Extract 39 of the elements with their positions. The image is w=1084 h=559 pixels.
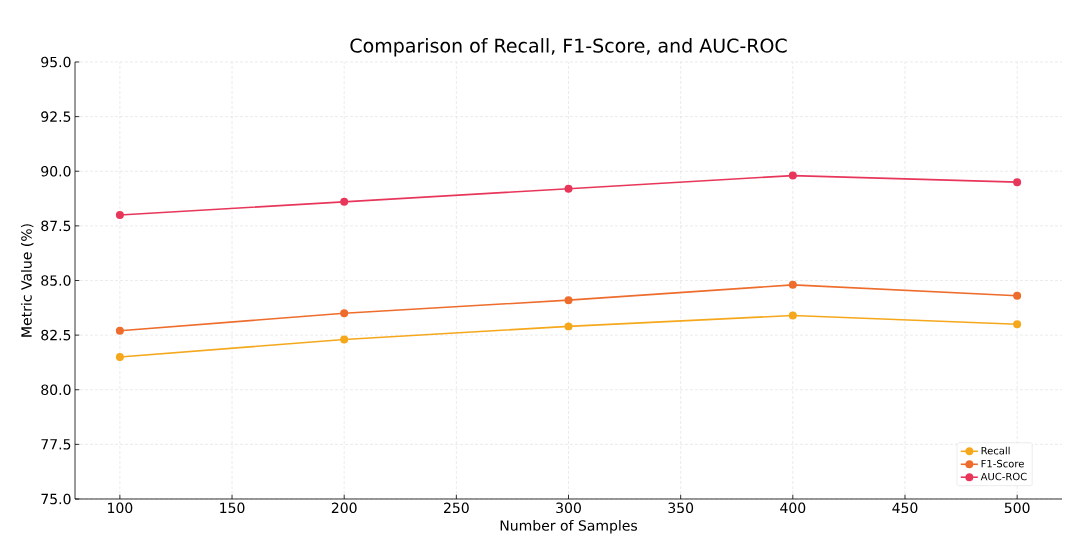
y-tick-label: 77.5 <box>41 439 71 450</box>
x-tick-label: 450 <box>892 502 918 514</box>
point <box>788 280 797 289</box>
point <box>788 311 797 320</box>
y-tick-label: 90.0 <box>41 165 71 177</box>
legend-label: F1-Score <box>981 459 1024 468</box>
point <box>1013 178 1022 187</box>
point <box>340 309 349 318</box>
x-tick-label: 200 <box>331 502 357 514</box>
point <box>564 296 573 305</box>
point <box>788 171 797 180</box>
point <box>115 326 124 335</box>
point <box>340 197 349 206</box>
point <box>564 184 573 193</box>
x-tick-label: 350 <box>668 502 694 514</box>
x-tick-label: 250 <box>444 502 469 514</box>
y-tick-label: 85.0 <box>41 275 71 286</box>
legend-label: Recall <box>981 446 1010 455</box>
chart-title: Comparison of Recall, F1-Score, and AUC-ROC <box>350 38 787 57</box>
x-tick-label: 500 <box>1004 502 1030 514</box>
y-tick-label: 87.5 <box>41 220 71 232</box>
x-tick-label: 300 <box>556 502 581 514</box>
point <box>115 210 124 219</box>
y-tick-label: 80.0 <box>41 384 71 396</box>
x-tick-label: 100 <box>108 502 133 514</box>
y-axis-title: Metric Value (%) <box>20 224 34 337</box>
y-tick-label: 92.5 <box>41 111 71 122</box>
legend-label: AUC-ROC <box>980 472 1027 481</box>
x-axis-title: Number of Samples <box>500 519 638 534</box>
point <box>564 322 573 331</box>
point <box>340 335 349 344</box>
x-tick-label: 150 <box>220 502 245 514</box>
point <box>115 352 124 361</box>
x-tick-label: 400 <box>780 502 806 514</box>
y-tick-label: 75.0 <box>41 493 71 505</box>
point <box>1013 320 1022 329</box>
y-tick-label: 95.0 <box>41 56 71 68</box>
point <box>1013 291 1022 300</box>
y-tick-label: 82.5 <box>41 329 71 341</box>
